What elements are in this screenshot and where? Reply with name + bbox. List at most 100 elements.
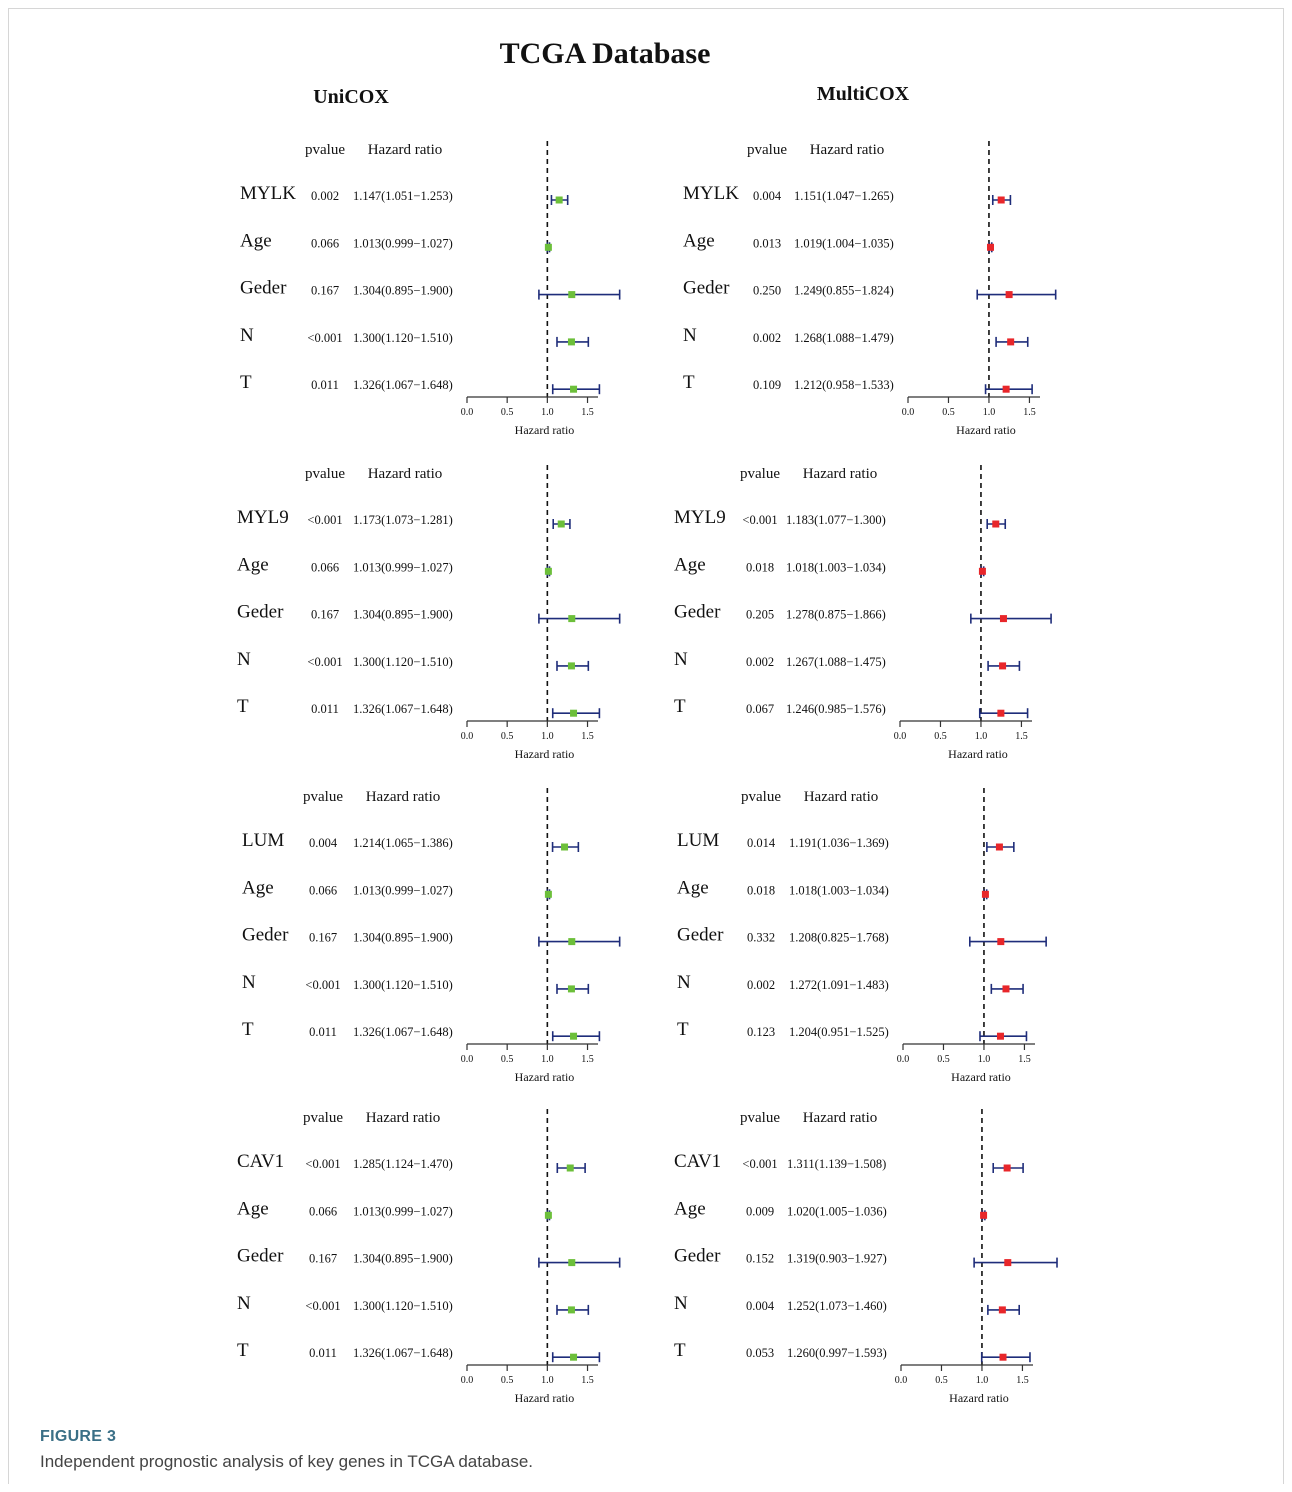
panel-3-x-tick-label: 0.0 bbox=[461, 731, 474, 742]
panel-2-row-pvalue: 0.250 bbox=[753, 284, 781, 298]
panel-3-hr-marker bbox=[568, 615, 576, 623]
panel-6-row-pvalue: 0.018 bbox=[747, 883, 775, 897]
panel-1-row-pvalue: 0.002 bbox=[311, 189, 339, 203]
panel-6-hr-marker bbox=[996, 1032, 1004, 1040]
panel-5-row-label: N bbox=[242, 972, 256, 993]
panel-1-row-label: MYLK bbox=[240, 183, 296, 204]
panel-6-header-hazard-ratio: Hazard ratio bbox=[804, 789, 879, 805]
panel-5-row-pvalue: <0.001 bbox=[305, 978, 340, 992]
panel-7-row-pvalue: <0.001 bbox=[305, 1157, 340, 1171]
panel-7-hr-marker bbox=[567, 1306, 575, 1314]
panel-6-row-label: N bbox=[677, 972, 691, 993]
panel-5-hr-marker bbox=[561, 843, 569, 851]
panel-7-row-label: T bbox=[237, 1340, 249, 1361]
panel-1-row-label: N bbox=[240, 325, 254, 346]
panel-7-row-hr-text: 1.326(1.067−1.648) bbox=[353, 1346, 453, 1360]
panel-2-row-label: Geder bbox=[683, 278, 730, 299]
panel-8-row-pvalue: 0.009 bbox=[746, 1204, 774, 1218]
panel-6-row-pvalue: 0.014 bbox=[747, 836, 776, 850]
panel-6-row-label: Geder bbox=[677, 925, 724, 946]
panel-1-x-tick-label: 0.5 bbox=[501, 407, 514, 418]
panel-6-row-hr-text: 1.204(0.951−1.525) bbox=[789, 1025, 889, 1039]
panel-2-hr-marker bbox=[1002, 385, 1010, 393]
panel-1-x-tick-label: 1.5 bbox=[581, 407, 594, 418]
panel-3-header-pvalue: pvalue bbox=[305, 466, 345, 482]
panel-8-header-pvalue: pvalue bbox=[740, 1110, 780, 1126]
panel-5-row-hr-text: 1.214(1.065−1.386) bbox=[353, 836, 453, 850]
panel-1-x-axis-label: Hazard ratio bbox=[515, 423, 575, 437]
panel-3-row-hr-text: 1.304(0.895−1.900) bbox=[353, 608, 453, 622]
panel-4-x-tick-label: 0.5 bbox=[934, 731, 947, 742]
panel-7-row-hr-text: 1.304(0.895−1.900) bbox=[353, 1252, 453, 1266]
panel-2-x-tick-label: 1.5 bbox=[1023, 407, 1036, 418]
panel-4-x-axis-label: Hazard ratio bbox=[948, 747, 1008, 761]
panel-8-header-hazard-ratio: Hazard ratio bbox=[803, 1110, 878, 1126]
panel-7-hr-marker bbox=[568, 1259, 576, 1267]
panel-5-hr-marker bbox=[567, 985, 575, 993]
panel-4-row-label: Age bbox=[674, 554, 706, 575]
panel-5-row-hr-text: 1.300(1.120−1.510) bbox=[353, 978, 453, 992]
panel-4-x-tick-label: 1.0 bbox=[975, 731, 988, 742]
panel-4-hr-marker bbox=[999, 662, 1007, 670]
panel-4-row-hr-text: 1.018(1.003−1.034) bbox=[786, 560, 886, 574]
figure-caption: Independent prognostic analysis of key g… bbox=[40, 1452, 534, 1471]
panel-2-header-hazard-ratio: Hazard ratio bbox=[810, 142, 885, 158]
panel-3-hr-marker bbox=[557, 520, 565, 528]
column-title-unicox: UniCOX bbox=[313, 86, 389, 108]
panel-6-header-pvalue: pvalue bbox=[741, 789, 781, 805]
panel-1-row-pvalue: 0.167 bbox=[311, 284, 339, 298]
panel-5-hr-marker bbox=[570, 1032, 578, 1040]
panel-3-x-tick-label: 1.0 bbox=[541, 731, 554, 742]
panel-8-hr-marker bbox=[980, 1211, 988, 1219]
panel-5-header-hazard-ratio: Hazard ratio bbox=[366, 789, 441, 805]
panel-8-row-label: Age bbox=[674, 1198, 706, 1219]
panel-7-row-label: Age bbox=[237, 1198, 269, 1219]
panel-7-x-tick-label: 0.5 bbox=[501, 1375, 514, 1386]
panel-7-row-hr-text: 1.013(0.999−1.027) bbox=[353, 1204, 453, 1218]
panel-4-row-pvalue: 0.067 bbox=[746, 702, 774, 716]
panel-4-row-hr-text: 1.267(1.088−1.475) bbox=[786, 655, 886, 669]
panel-2-row-pvalue: 0.004 bbox=[753, 189, 782, 203]
panel-3-x-axis-label: Hazard ratio bbox=[515, 747, 575, 761]
panel-1-row-pvalue: 0.011 bbox=[311, 378, 339, 392]
panel-3-row-label: Geder bbox=[237, 602, 284, 623]
panel-6-row-label: LUM bbox=[677, 830, 719, 851]
panel-8-row-hr-text: 1.319(0.903−1.927) bbox=[787, 1252, 887, 1266]
panel-6-row-pvalue: 0.123 bbox=[747, 1025, 775, 1039]
panel-2-x-axis-label: Hazard ratio bbox=[956, 423, 1016, 437]
panel-5-row-hr-text: 1.304(0.895−1.900) bbox=[353, 931, 453, 945]
panel-2-row-pvalue: 0.109 bbox=[753, 378, 781, 392]
panel-7-hr-marker bbox=[566, 1164, 574, 1172]
panel-3-row-pvalue: 0.066 bbox=[311, 560, 339, 574]
panel-7-hr-marker bbox=[570, 1353, 578, 1361]
panel-2-x-tick-label: 1.0 bbox=[983, 407, 996, 418]
panel-2-row-label: MYLK bbox=[683, 183, 739, 204]
panel-5-hr-marker bbox=[568, 938, 576, 946]
panel-1-row-hr-text: 1.147(1.051−1.253) bbox=[353, 189, 453, 203]
panel-3-row-pvalue: <0.001 bbox=[307, 513, 342, 527]
panel-2-row-hr-text: 1.151(1.047−1.265) bbox=[794, 189, 894, 203]
panel-8-hr-marker bbox=[1003, 1164, 1011, 1172]
panel-3-row-hr-text: 1.326(1.067−1.648) bbox=[353, 702, 453, 716]
panel-1-hr-marker bbox=[570, 385, 578, 393]
panel-8-hr-marker bbox=[999, 1353, 1007, 1361]
panel-6-x-tick-label: 0.5 bbox=[937, 1054, 950, 1065]
panel-8-hr-marker bbox=[1004, 1259, 1012, 1267]
panel-6-x-tick-label: 1.0 bbox=[978, 1054, 991, 1065]
panel-1-x-tick-label: 0.0 bbox=[461, 407, 474, 418]
panel-3-row-hr-text: 1.300(1.120−1.510) bbox=[353, 655, 453, 669]
panel-1-hr-marker bbox=[567, 338, 575, 346]
panel-5-row-label: LUM bbox=[242, 830, 284, 851]
panel-8-row-label: CAV1 bbox=[674, 1151, 721, 1172]
panel-6-hr-marker bbox=[995, 843, 1003, 851]
panel-1-header-pvalue: pvalue bbox=[305, 142, 345, 158]
panel-1-row-label: T bbox=[240, 372, 252, 393]
panel-3-row-label: MYL9 bbox=[237, 507, 289, 528]
panel-1-hr-marker bbox=[544, 243, 552, 251]
panel-4-header-hazard-ratio: Hazard ratio bbox=[803, 466, 878, 482]
panel-2-hr-marker bbox=[1005, 291, 1013, 299]
panel-5-row-pvalue: 0.167 bbox=[309, 931, 337, 945]
panel-4-hr-marker bbox=[999, 615, 1007, 623]
panel-7-hr-marker bbox=[544, 1211, 552, 1219]
panel-8-row-pvalue: 0.053 bbox=[746, 1346, 774, 1360]
